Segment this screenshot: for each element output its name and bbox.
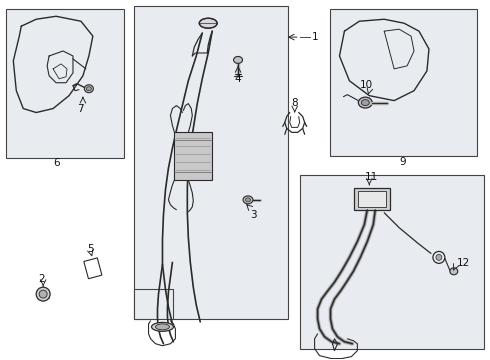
Ellipse shape <box>155 324 170 330</box>
Text: 6: 6 <box>53 158 59 168</box>
Bar <box>174 132 212 180</box>
Circle shape <box>436 255 442 260</box>
Ellipse shape <box>450 268 458 275</box>
Ellipse shape <box>234 57 243 63</box>
Bar <box>329 9 477 156</box>
Text: 9: 9 <box>400 157 406 167</box>
Text: 7: 7 <box>77 104 84 113</box>
Ellipse shape <box>151 323 173 331</box>
Bar <box>354 188 390 210</box>
Bar <box>300 175 484 349</box>
Ellipse shape <box>199 18 217 28</box>
Text: 3: 3 <box>250 210 257 220</box>
Ellipse shape <box>86 87 91 91</box>
Bar <box>358 191 386 207</box>
Bar <box>134 6 288 319</box>
Ellipse shape <box>361 100 369 105</box>
Bar <box>6 9 123 158</box>
Ellipse shape <box>84 85 94 93</box>
Text: 8: 8 <box>292 98 298 108</box>
Text: 5: 5 <box>87 244 94 255</box>
Ellipse shape <box>243 196 253 204</box>
Text: 1: 1 <box>312 32 318 42</box>
Ellipse shape <box>245 198 250 202</box>
Text: 12: 12 <box>457 258 470 268</box>
Text: 4: 4 <box>234 74 241 84</box>
Text: 2: 2 <box>38 274 45 284</box>
Text: 10: 10 <box>359 80 372 90</box>
Bar <box>134 289 173 319</box>
Ellipse shape <box>358 97 372 108</box>
Circle shape <box>36 287 50 301</box>
Text: 11: 11 <box>365 172 378 182</box>
Bar <box>84 258 102 279</box>
Circle shape <box>39 290 47 298</box>
